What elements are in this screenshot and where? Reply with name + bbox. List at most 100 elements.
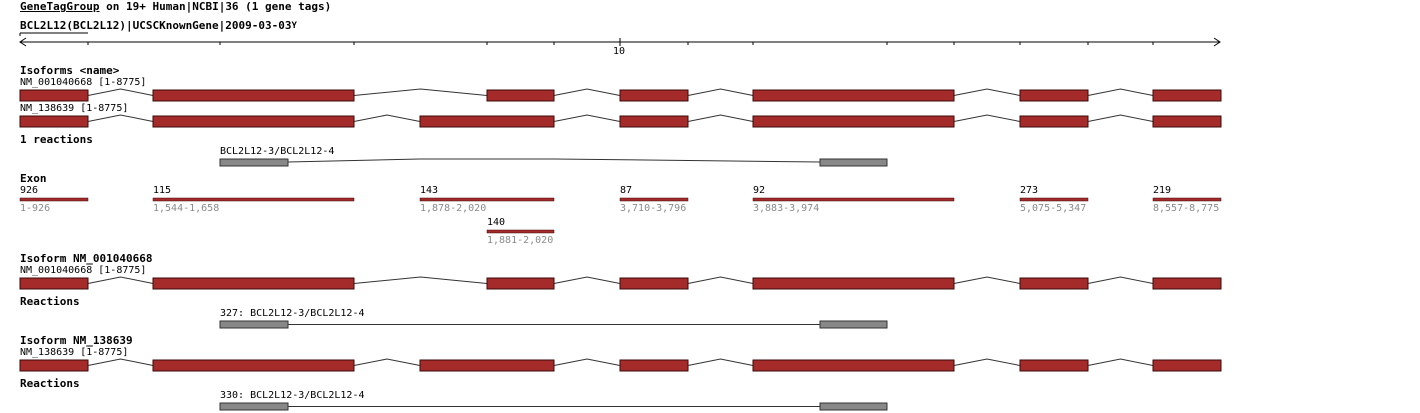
exon-bar-2 [419,197,555,202]
exon-length-5: 92 [753,185,766,196]
exon-bar-4 [619,197,689,202]
isoform-2-intron-1 [353,114,421,122]
isoform-b-intron-1 [353,358,421,366]
page-title-rest: on 19+ Human|NCBI|36 (1 gene tags) [99,0,332,13]
exon-length-4: 87 [620,185,633,196]
isoform-a-intron-1 [353,276,488,284]
isoform-b-exon-2 [419,359,555,372]
isoform-b-exon-5 [1019,359,1089,372]
isoform-b-exon-0 [19,359,89,372]
exon-length-3: 140 [487,217,506,228]
exon-length-0: 926 [20,185,39,196]
isoform-2-intron-2 [553,114,621,122]
isoform-1-exon-6 [1152,89,1222,102]
isoform-a-exon-5 [1019,277,1089,290]
exon-bar-5 [752,197,955,202]
isoform-2-intron-0 [87,114,154,122]
gene-tag-title[interactable]: BCL2L12(BCL2L12)|UCSCKnownGene|2009-03-0… [20,20,297,32]
reaction-a-block-0 [219,320,289,329]
isoform-1-intron-4 [953,88,1021,96]
isoform-1-intron-5 [1087,88,1154,96]
isoform-1-exon-2 [486,89,555,102]
isoform-a-exon-3 [619,277,689,290]
exon-heading: Exon [20,172,47,185]
reaction-connector [287,158,821,163]
isoform-2-exon-1 [152,115,355,128]
isoform-b-label: NM_138639 [1-8775] [20,347,129,358]
isoform-a-heading: Isoform NM_001040668 [20,252,153,265]
gene-tag-group-link[interactable]: GeneTagGroup [20,0,100,13]
exon-range-2: 1,878-2,020 [420,203,487,214]
exon-bar-3 [486,229,555,234]
reactions-count-heading: 1 reactions [20,133,93,146]
isoform-2-exon-0 [19,115,89,128]
reaction-b-label: 330: BCL2L12-3/BCL2L12-4 [220,390,365,401]
isoform-2-intron-3 [687,114,754,122]
reaction-a-label: 327: BCL2L12-3/BCL2L12-4 [220,308,365,319]
reaction-label: BCL2L12-3/BCL2L12-4 [220,146,335,157]
isoform-a-intron-3 [687,276,754,284]
isoform-2-exon-3 [619,115,689,128]
exon-length-6: 273 [1020,185,1039,196]
isoform-b-exon-6 [1152,359,1222,372]
isoform-a-exon-0 [19,277,89,290]
exon-range-0: 1-926 [20,203,51,214]
reaction-block-1 [819,158,888,167]
exon-range-5: 3,883-3,974 [753,203,820,214]
isoform-b-exon-4 [752,359,955,372]
exon-range-7: 8,557-8,775 [1153,203,1220,214]
isoform-a-intron-4 [953,276,1021,284]
exon-bar-7 [1152,197,1222,202]
isoform-1-exon-3 [619,89,689,102]
isoform-a-exon-1 [152,277,355,290]
isoform-label-2: NM_138639 [1-8775] [20,103,129,114]
isoform-a-label: NM_001040668 [1-8775] [20,265,147,276]
isoform-1-intron-3 [687,88,754,96]
isoform-a-exon-6 [1152,277,1222,290]
isoform-1-exon-1 [152,89,355,102]
reaction-b-block-0 [219,402,289,411]
isoform-1-exon-5 [1019,89,1089,102]
exon-length-7: 219 [1153,185,1172,196]
exon-bar-0 [19,197,89,202]
isoform-a-exon-4 [752,277,955,290]
isoform-b-intron-2 [553,358,621,366]
ruler-tick-label: 10 [613,46,626,57]
exon-length-1: 115 [153,185,172,196]
isoform-2-exon-6 [1152,115,1222,128]
reactions-a-heading: Reactions [20,295,80,308]
exon-range-3: 1,881-2,020 [487,235,554,246]
isoform-1-intron-2 [553,88,621,96]
gene-tag-label: BCL2L12(BCL2L12)|UCSCKnownGene|2009-03-0… [20,19,292,32]
isoform-1-exon-0 [19,89,89,102]
isoform-1-exon-4 [752,89,955,102]
caret-marker: Y [291,21,297,31]
isoform-a-intron-0 [87,276,154,284]
isoform-2-intron-5 [1087,114,1154,122]
exon-range-4: 3,710-3,796 [620,203,687,214]
reaction-a-block-1 [819,320,888,329]
isoform-a-exon-2 [486,277,555,290]
exon-bar-1 [152,197,355,202]
page-title: GeneTagGroup on 19+ Human|NCBI|36 (1 gen… [20,1,331,13]
isoform-2-exon-2 [419,115,555,128]
isoform-b-heading: Isoform NM_138639 [20,334,133,347]
isoform-b-exon-1 [152,359,355,372]
reactions-b-heading: Reactions [20,377,80,390]
isoform-2-exon-4 [752,115,955,128]
isoform-a-intron-2 [553,276,621,284]
isoform-2-intron-4 [953,114,1021,122]
isoform-a-intron-5 [1087,276,1154,284]
isoform-1-intron-0 [87,88,154,96]
reaction-block-0 [219,158,289,167]
exon-range-1: 1,544-1,658 [153,203,220,214]
isoform-b-exon-3 [619,359,689,372]
isoform-b-intron-5 [1087,358,1154,366]
isoforms-heading: Isoforms <name> [20,64,120,77]
isoform-2-exon-5 [1019,115,1089,128]
exon-length-2: 143 [420,185,439,196]
exon-bar-6 [1019,197,1089,202]
reaction-b-block-1 [819,402,888,411]
ruler-arrow-left [19,37,27,47]
